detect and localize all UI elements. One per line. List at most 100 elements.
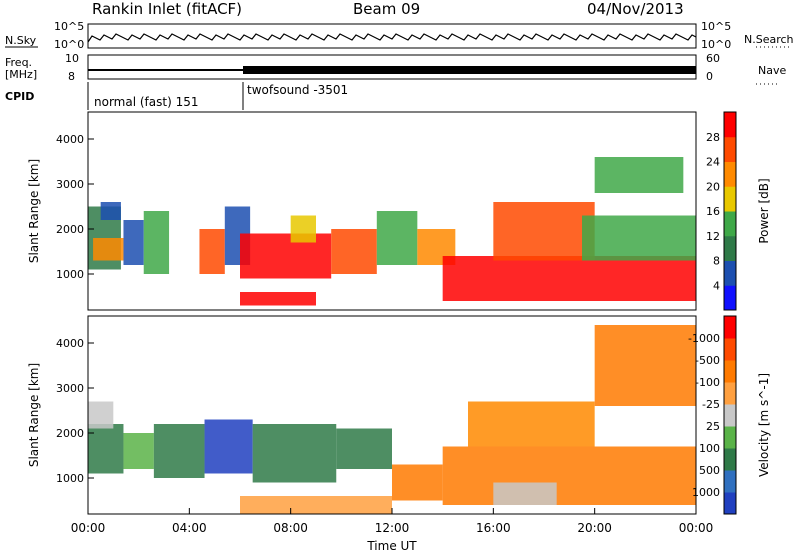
scatter-region-0-14 bbox=[582, 215, 696, 261]
scatter-region-0-2 bbox=[100, 202, 121, 220]
colorbar-tick: 24 bbox=[706, 156, 720, 169]
scatter-region-1-0 bbox=[88, 424, 124, 474]
xtick-label: 16:00 bbox=[476, 521, 511, 535]
nsky-trace bbox=[87, 33, 697, 43]
colorbar-segment bbox=[724, 426, 736, 449]
scatter-region-0-10 bbox=[376, 211, 418, 265]
scatter-region-0-7 bbox=[240, 233, 332, 279]
colorbar-segment bbox=[724, 112, 736, 138]
velocity-plot bbox=[88, 325, 696, 514]
scatter-region-1-5 bbox=[252, 424, 337, 483]
power-plot-frame bbox=[87, 111, 697, 311]
colorbar-segment bbox=[724, 211, 736, 237]
colorbar-tick: 28 bbox=[706, 131, 720, 144]
colorbar-tick: 20 bbox=[706, 180, 720, 193]
power-plot bbox=[88, 157, 696, 306]
scatter-region-0-9 bbox=[331, 229, 377, 274]
colorbar-frame bbox=[723, 111, 737, 311]
scatter-region-0-8 bbox=[290, 215, 316, 243]
beam-title: Beam 09 bbox=[353, 0, 420, 18]
ytick-label: 4000 bbox=[56, 133, 84, 146]
xtick-label: 04:00 bbox=[172, 521, 207, 535]
colorbar-tick: 1000 bbox=[692, 486, 720, 499]
nsky-lo: 10^0 bbox=[54, 38, 84, 51]
nsearch-hi: 10^5 bbox=[701, 20, 731, 33]
colorbar-segment bbox=[724, 316, 736, 339]
cpid-mode-2: twofsound -3501 bbox=[247, 83, 348, 97]
xtick-label: 20:00 bbox=[577, 521, 612, 535]
xtick-label: 00:00 bbox=[71, 521, 106, 535]
colorbar-tick: -100 bbox=[695, 376, 720, 389]
freq-label: Freq. bbox=[5, 56, 32, 69]
scatter-region-1-4 bbox=[204, 419, 253, 474]
ytick-label: 2000 bbox=[56, 223, 84, 236]
freq-lo: 8 bbox=[68, 70, 75, 83]
freq-band-2 bbox=[243, 66, 696, 74]
velocity-ylabel: Slant Range [km] bbox=[27, 363, 41, 467]
nsky-hi: 10^5 bbox=[54, 20, 84, 33]
scatter-region-0-13 bbox=[493, 202, 595, 261]
nave-label: Nave bbox=[758, 64, 786, 77]
nsky-strip bbox=[87, 23, 697, 49]
scatter-region-0-12 bbox=[442, 256, 696, 301]
nsky-label: N.Sky bbox=[5, 34, 37, 47]
power-yticks: 1000 2000 3000 4000 bbox=[56, 133, 94, 281]
scatter-region-0-4 bbox=[143, 211, 170, 274]
colorbar-segment bbox=[724, 136, 736, 162]
power-ylabel: Slant Range [km] bbox=[27, 159, 41, 263]
freq-unit: [MHz] bbox=[5, 68, 37, 81]
ytick-label: 2000 bbox=[56, 427, 84, 440]
scatter-region-1-10 bbox=[468, 401, 595, 447]
scatter-region-0-16 bbox=[240, 292, 316, 306]
scatter-region-0-5 bbox=[199, 229, 225, 274]
time-axis-label: Time UT bbox=[366, 539, 417, 553]
colorbar-segment bbox=[724, 360, 736, 383]
scatter-region-1-6 bbox=[336, 428, 392, 469]
colorbar-tick: -25 bbox=[702, 398, 720, 411]
date-title: 04/Nov/2013 bbox=[587, 0, 684, 18]
colorbar-tick: -1000 bbox=[688, 332, 720, 345]
scatter-region-1-3 bbox=[153, 424, 205, 478]
ytick-label: 3000 bbox=[56, 382, 84, 395]
nsky-line bbox=[87, 33, 697, 43]
nave-hi: 60 bbox=[706, 52, 720, 65]
colorbar-segment bbox=[724, 492, 736, 515]
colorbar-segment bbox=[724, 404, 736, 427]
colorbar-segment bbox=[724, 260, 736, 286]
colorbar-tick: 25 bbox=[706, 420, 720, 433]
scatter-region-1-11 bbox=[594, 325, 696, 406]
nsearch-lo: 10^0 bbox=[701, 38, 731, 51]
colorbar-segment bbox=[724, 186, 736, 212]
scatter-region-0-1 bbox=[93, 238, 124, 261]
xtick-label: 08:00 bbox=[273, 521, 308, 535]
station-title: Rankin Inlet (fitACF) bbox=[92, 0, 242, 18]
colorbar-segment bbox=[724, 470, 736, 493]
colorbar-tick: 12 bbox=[706, 230, 720, 243]
freq-hi: 10 bbox=[65, 52, 79, 65]
colorbar-tick: -500 bbox=[695, 354, 720, 367]
scatter-region-1-2 bbox=[123, 433, 154, 469]
colorbar-segment bbox=[724, 382, 736, 405]
nsearch-label: N.Search bbox=[744, 33, 794, 46]
power-colorbar: 4 8 12 16 20 24 28 bbox=[706, 111, 737, 311]
scatter-region-1-8 bbox=[442, 446, 696, 505]
ytick-label: 3000 bbox=[56, 178, 84, 191]
colorbar-tick: 500 bbox=[699, 464, 720, 477]
colorbar-frame bbox=[723, 315, 737, 515]
scatter-region-0-3 bbox=[123, 220, 144, 265]
colorbar-segment bbox=[724, 161, 736, 187]
colorbar-tick: 4 bbox=[713, 279, 720, 292]
colorbar-tick: 16 bbox=[706, 205, 720, 218]
freq-trace bbox=[88, 66, 696, 74]
colorbar-segment bbox=[724, 235, 736, 261]
colorbar-tick: 100 bbox=[699, 442, 720, 455]
nave-lo: 0 bbox=[706, 70, 713, 83]
cpid-mode-1: normal (fast) 151 bbox=[94, 95, 198, 109]
colorbar-segment bbox=[724, 448, 736, 471]
xtick-label: 00:00 bbox=[679, 521, 714, 535]
scatter-region-1-7 bbox=[392, 464, 443, 501]
colorbar-segment bbox=[724, 338, 736, 361]
cpid-label: CPID bbox=[5, 90, 34, 103]
ytick-label: 1000 bbox=[56, 472, 84, 485]
